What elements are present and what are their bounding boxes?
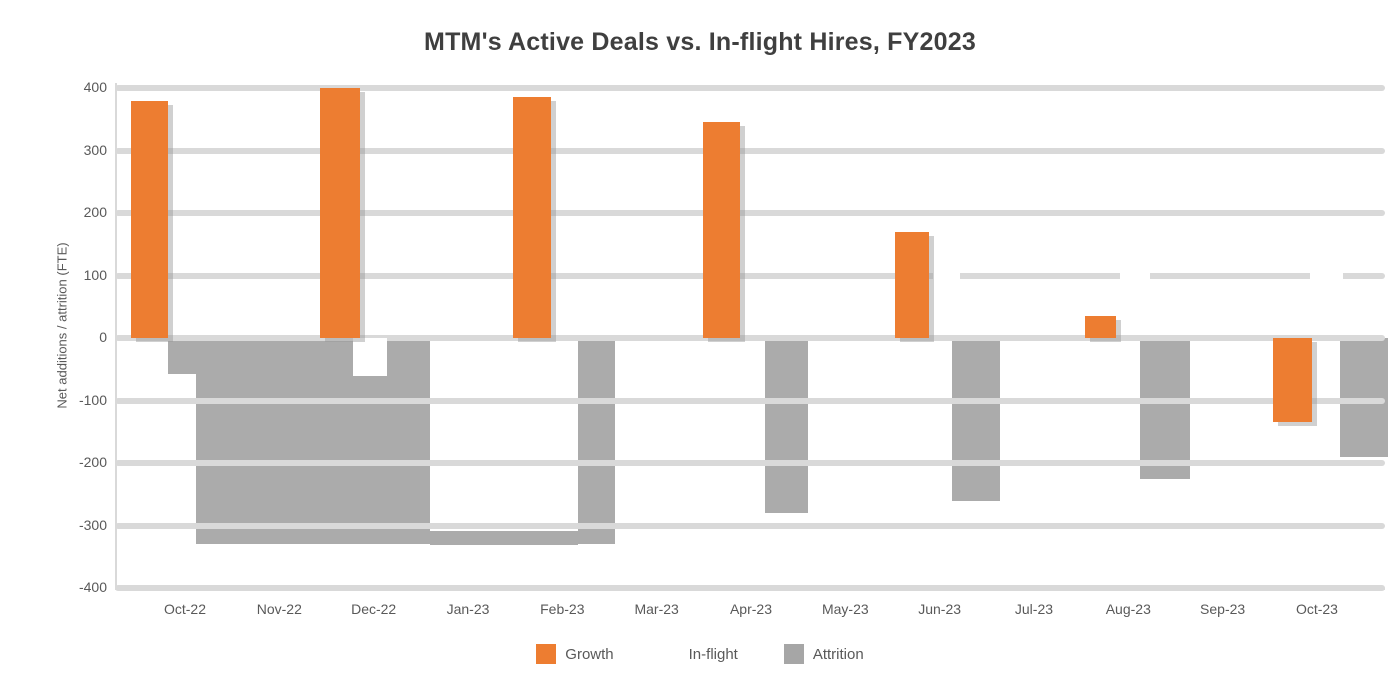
bar-growth bbox=[895, 231, 929, 338]
bar-attrition-merged bbox=[196, 338, 430, 545]
legend-swatch bbox=[659, 644, 680, 664]
gridline bbox=[115, 460, 1385, 466]
y-tick-label: 400 bbox=[83, 79, 107, 95]
gridline-gap bbox=[1120, 271, 1150, 281]
bar-inflight-notch bbox=[353, 338, 387, 376]
bar-growth bbox=[1085, 316, 1116, 338]
bar-growth bbox=[131, 100, 168, 338]
y-tick-label: 0 bbox=[99, 329, 107, 345]
gridline bbox=[115, 210, 1385, 216]
legend-label: In-flight bbox=[688, 645, 738, 663]
legend-item: Growth bbox=[536, 644, 614, 664]
gridline bbox=[115, 272, 1385, 279]
y-axis-line bbox=[115, 83, 117, 588]
bar-attrition bbox=[952, 338, 1000, 501]
x-tick-label: Sep-23 bbox=[1200, 601, 1246, 617]
y-tick-label: -400 bbox=[78, 579, 107, 595]
chart-title: MTM's Active Deals vs. In-flight Hires, … bbox=[424, 28, 976, 56]
gridline bbox=[115, 335, 1385, 341]
y-tick-label: -100 bbox=[78, 391, 107, 408]
gridline-gap bbox=[1310, 271, 1343, 281]
x-tick-label: Jul-23 bbox=[1014, 601, 1054, 617]
bar-attrition bbox=[1140, 338, 1190, 479]
x-tick-label: Mar-23 bbox=[634, 601, 679, 617]
x-tick-label: Jan-23 bbox=[446, 601, 490, 617]
y-tick-label: 100 bbox=[83, 266, 107, 283]
bar-attrition bbox=[1340, 338, 1388, 457]
legend: Growth In-flight Attrition bbox=[0, 644, 1400, 664]
legend-label: Growth bbox=[565, 645, 614, 663]
bar-growth bbox=[320, 88, 360, 338]
gridline bbox=[115, 147, 1385, 154]
x-tick-label: Aug-23 bbox=[1105, 601, 1151, 617]
bar-growth bbox=[1273, 338, 1312, 423]
gridline bbox=[115, 522, 1385, 529]
legend-item: In-flight bbox=[659, 644, 738, 664]
x-tick-label: Dec-22 bbox=[351, 601, 397, 617]
x-axis-line bbox=[115, 588, 1385, 590]
x-tick-label: May-23 bbox=[821, 601, 869, 617]
gridline-gap bbox=[933, 271, 960, 281]
gridline bbox=[115, 85, 1385, 91]
x-tick-label: Apr-23 bbox=[729, 601, 772, 617]
legend-swatch bbox=[783, 644, 804, 664]
legend-swatch bbox=[536, 644, 557, 664]
bar-attrition bbox=[578, 338, 615, 545]
y-tick-label: -200 bbox=[78, 454, 107, 470]
legend-label: Attrition bbox=[812, 645, 864, 663]
y-tick-label: -300 bbox=[78, 516, 107, 533]
x-tick-label: Nov-22 bbox=[256, 601, 302, 617]
y-tick-label: 300 bbox=[83, 141, 107, 158]
bar-growth bbox=[513, 97, 551, 338]
y-tick-label: 200 bbox=[83, 204, 107, 220]
x-tick-label: Jun-23 bbox=[918, 601, 962, 617]
bar-attrition bbox=[765, 338, 808, 513]
bar-attrition-merged bbox=[168, 338, 196, 375]
bar-growth bbox=[703, 122, 740, 338]
x-tick-label: Feb-23 bbox=[540, 601, 585, 617]
x-tick-label: Oct-23 bbox=[1295, 601, 1338, 617]
bar-attrition-merged bbox=[430, 531, 578, 545]
x-tick-label: Oct-22 bbox=[163, 601, 206, 617]
gridline bbox=[115, 397, 1385, 404]
legend-item: Attrition bbox=[783, 644, 864, 664]
